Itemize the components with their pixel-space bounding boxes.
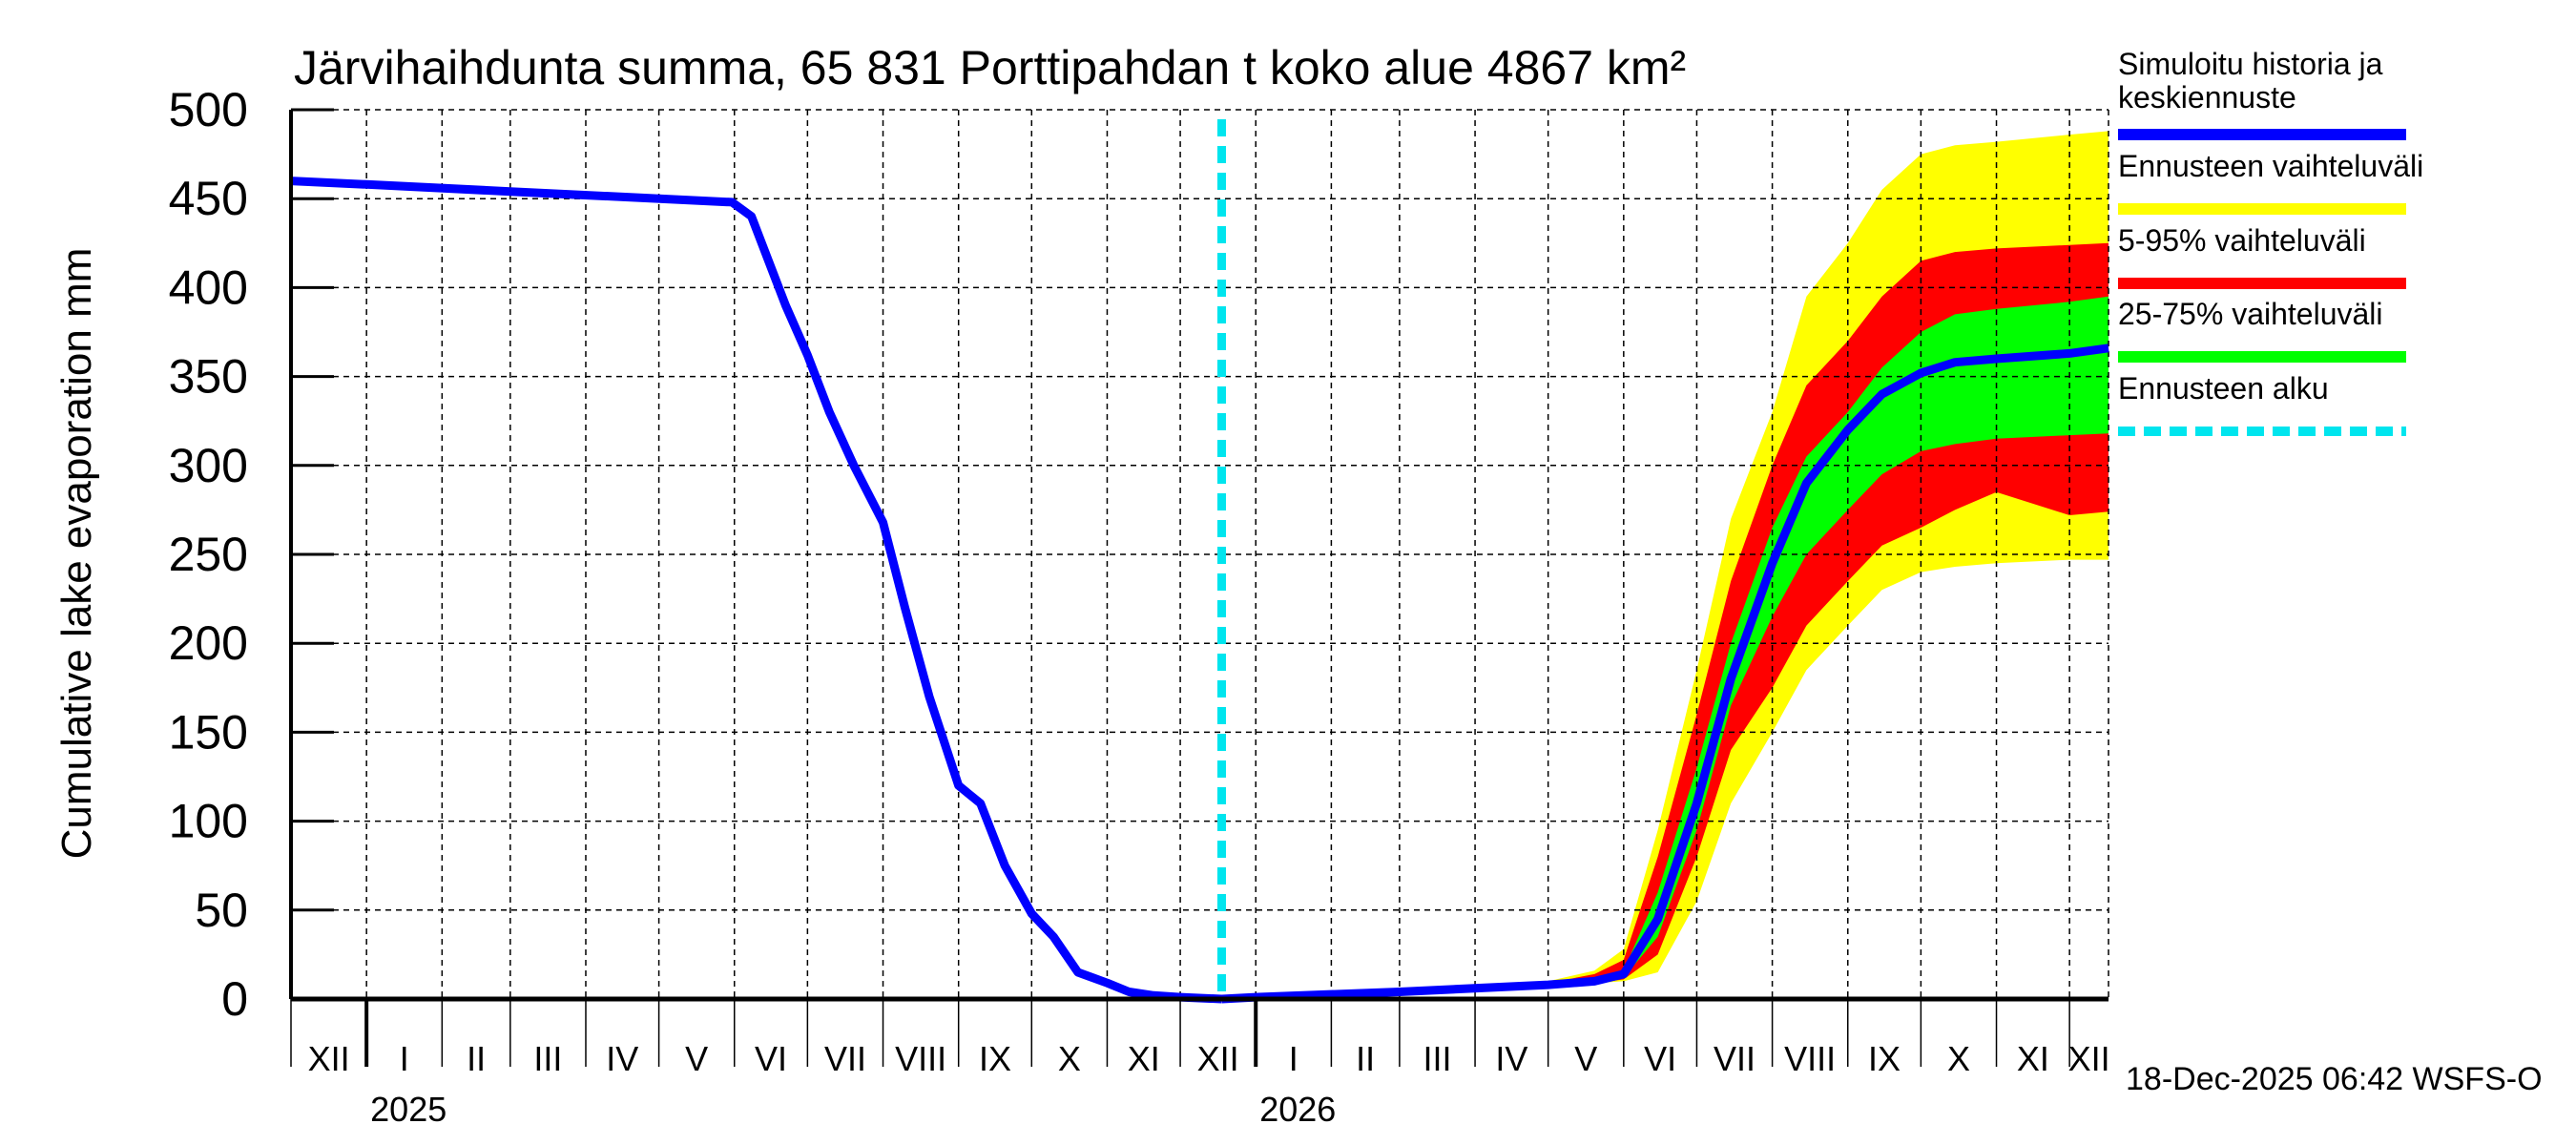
band-25-75 — [1221, 296, 2109, 999]
x-tick-label: VII — [824, 1039, 866, 1078]
x-tick-label: XII — [2068, 1039, 2110, 1078]
year-label: 2026 — [1259, 1090, 1336, 1129]
legend-label: 25-75% vaihteluväli — [2118, 297, 2383, 331]
series-lines — [290, 119, 2109, 1004]
y-tick-label: 150 — [169, 705, 248, 759]
y-tick-label: 100 — [169, 795, 248, 848]
y-tick-label: 400 — [169, 260, 248, 314]
x-tick-label: XI — [1128, 1039, 1160, 1078]
x-tick-label: VIII — [895, 1039, 946, 1078]
x-tick-label: VI — [755, 1039, 787, 1078]
legend-item: Ennusteen vaihteluväli — [2118, 149, 2423, 215]
timestamp-footer: 18-Dec-2025 06:42 WSFS-O — [2126, 1061, 2543, 1097]
x-tick-label: IV — [606, 1039, 638, 1078]
x-tick-label: X — [1947, 1039, 1970, 1078]
y-tick-label: 500 — [169, 83, 248, 136]
x-tick-label: VI — [1644, 1039, 1676, 1078]
x-tick-label: IX — [979, 1039, 1011, 1078]
chart-title: Järvihaihdunta summa, 65 831 Porttipahda… — [294, 41, 1686, 94]
x-tick-label: III — [533, 1039, 562, 1078]
legend-item: 5-95% vaihteluväli — [2118, 223, 2406, 289]
history-line — [290, 177, 1222, 1004]
x-tick-label: IX — [1868, 1039, 1901, 1078]
x-tick-label: X — [1058, 1039, 1081, 1078]
median-forecast-line — [1221, 344, 2109, 1004]
y-tick-label: 50 — [195, 884, 248, 937]
y-tick-label: 350 — [169, 350, 248, 404]
grid — [291, 109, 2109, 999]
legend-item: 25-75% vaihteluväli — [2118, 297, 2406, 363]
year-label: 2025 — [370, 1090, 447, 1129]
legend-item: Ennusteen alku — [2118, 371, 2406, 436]
x-tick-label: II — [1356, 1039, 1375, 1078]
legend-label: Ennusteen vaihteluväli — [2118, 149, 2423, 183]
x-tick-label: V — [685, 1039, 708, 1078]
x-tick-label: III — [1423, 1039, 1451, 1078]
x-tick-label: XI — [2017, 1039, 2049, 1078]
y-tick-label: 200 — [169, 616, 248, 670]
x-tick-label: XII — [308, 1039, 350, 1078]
x-tick-label: VIII — [1784, 1039, 1836, 1078]
legend-label: keskiennuste — [2118, 80, 2296, 114]
x-tick-label: XII — [1197, 1039, 1239, 1078]
forecast-bands — [1221, 131, 2109, 1000]
y-tick-label: 300 — [169, 439, 248, 492]
x-tick-label: V — [1574, 1039, 1597, 1078]
y-axis-label: Cumulative lake evaporation mm — [53, 248, 100, 860]
x-tick-label: I — [1289, 1039, 1298, 1078]
legend-label: Ennusteen alku — [2118, 371, 2329, 406]
y-tick-label: 0 — [221, 972, 248, 1026]
y-tick-label: 450 — [169, 172, 248, 225]
x-tick-label: II — [467, 1039, 486, 1078]
legend-label: Simuloitu historia ja — [2118, 47, 2383, 81]
x-tick-label: I — [400, 1039, 409, 1078]
x-tick-label: IV — [1495, 1039, 1527, 1078]
legend-label: 5-95% vaihteluväli — [2118, 223, 2366, 258]
x-tick-label: VII — [1714, 1039, 1755, 1078]
y-tick-label: 250 — [169, 528, 248, 581]
